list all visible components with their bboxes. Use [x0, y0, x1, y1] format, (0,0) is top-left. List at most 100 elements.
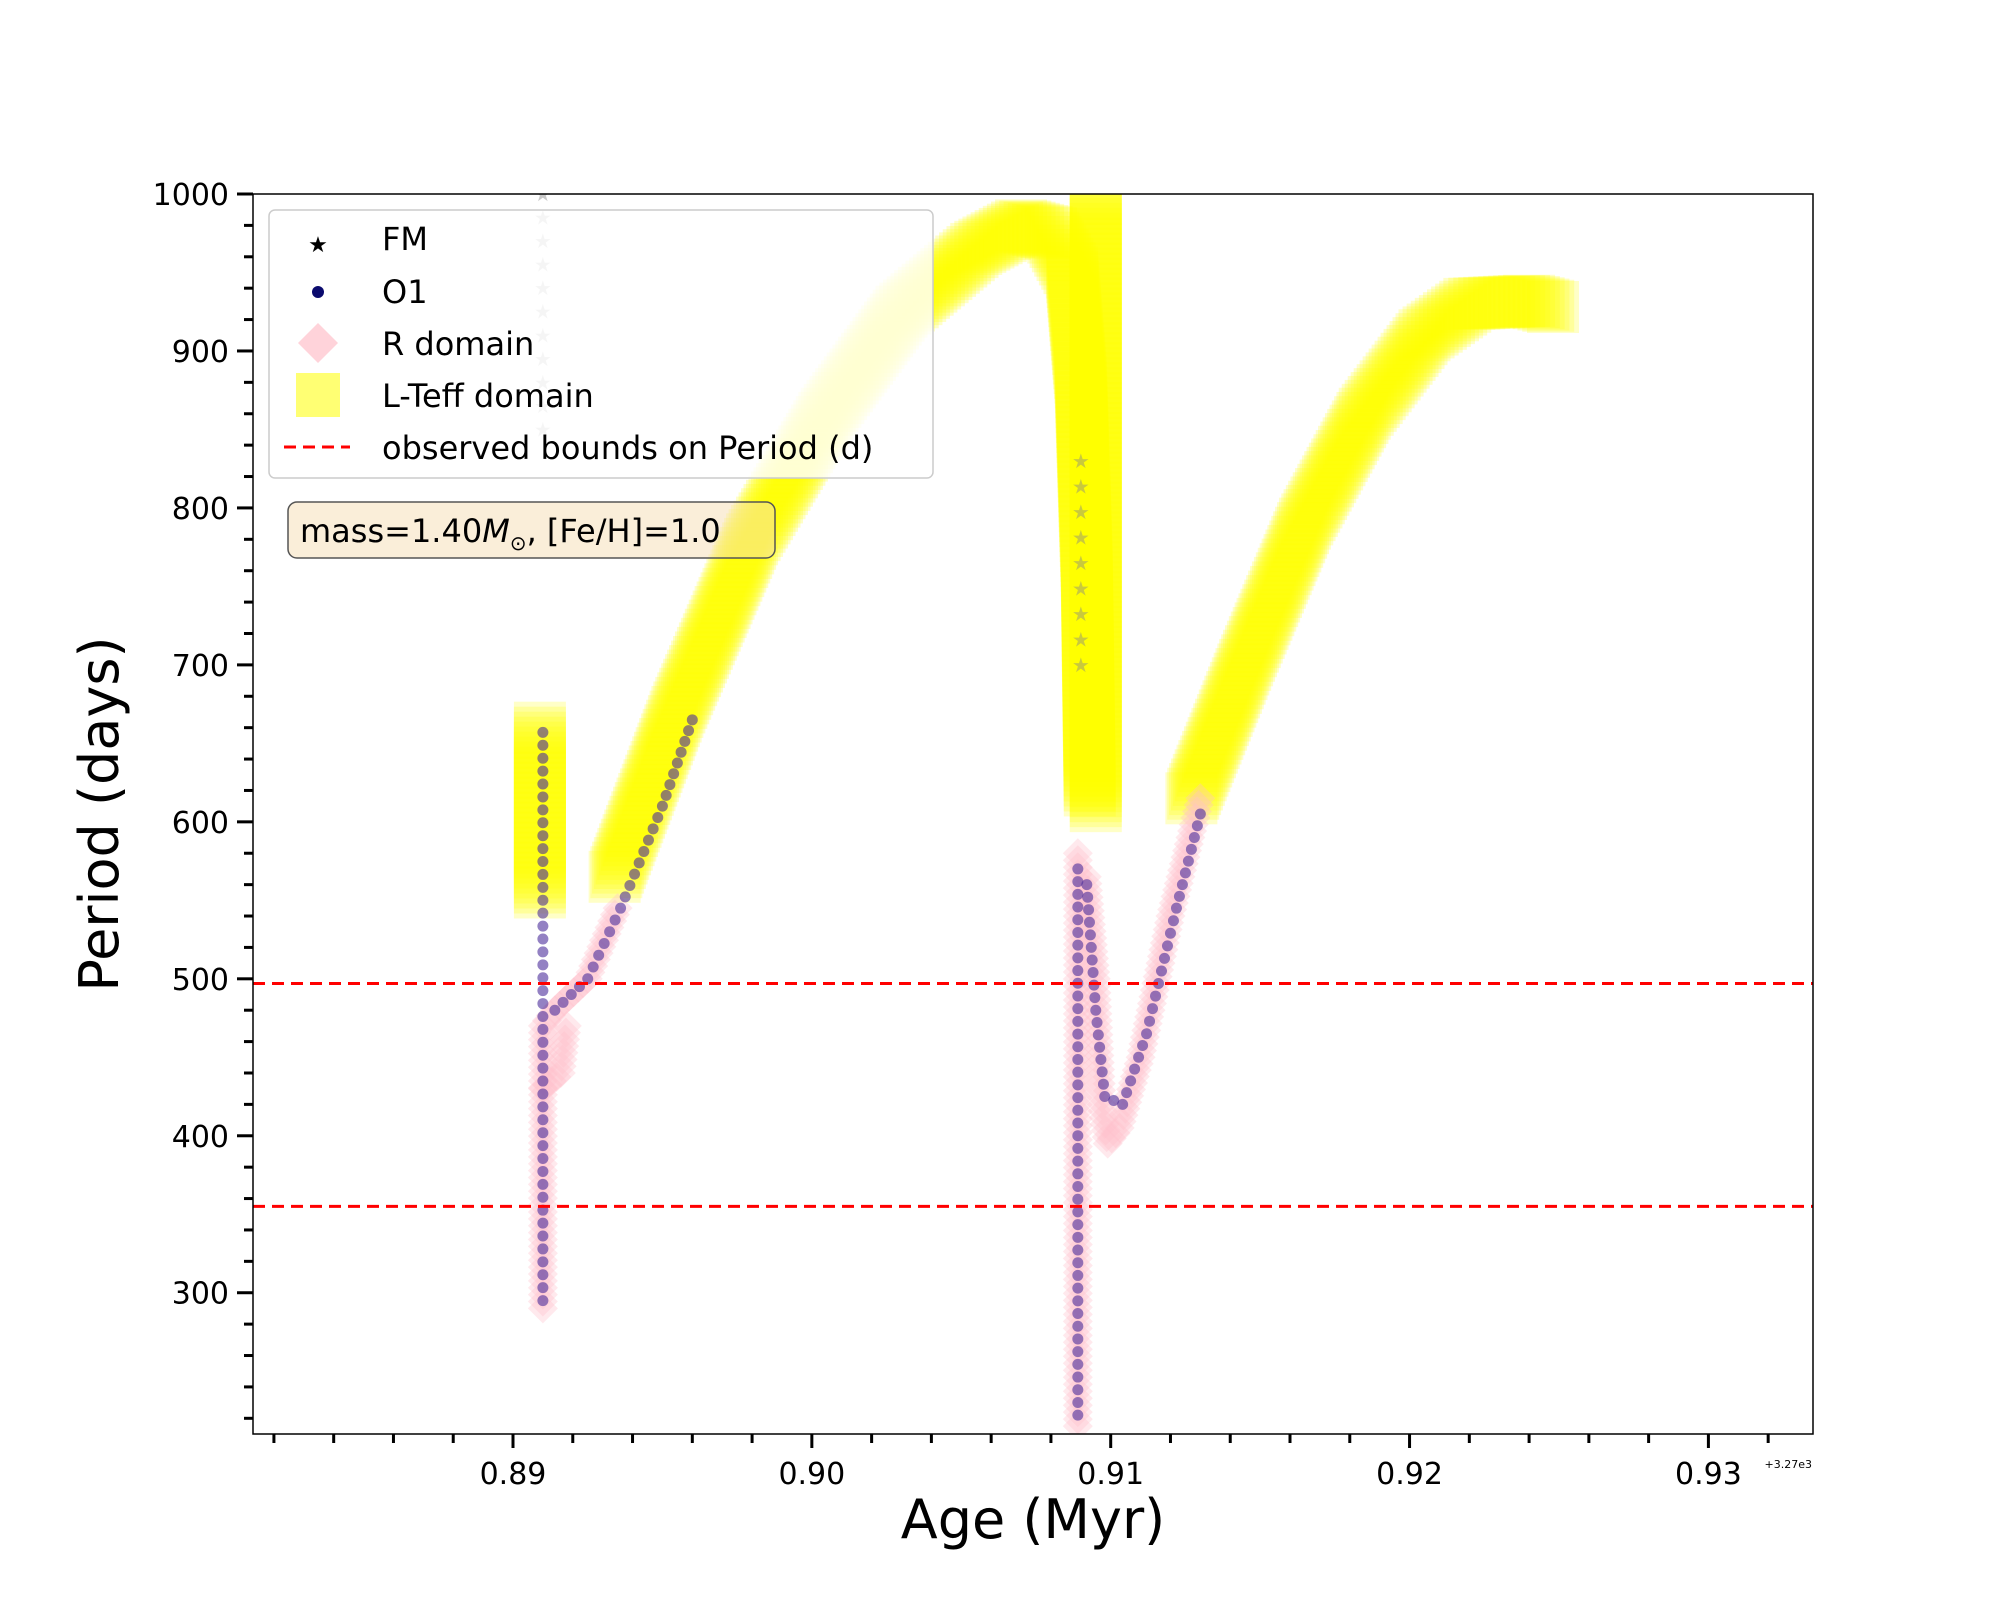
l-teff-square	[1204, 675, 1257, 728]
o1-point	[1097, 1078, 1109, 1090]
l-teff-square	[1056, 415, 1109, 468]
o1-point	[675, 746, 687, 758]
o1-point	[633, 857, 645, 869]
o1-point	[1072, 1269, 1084, 1281]
l-teff-square	[1069, 730, 1122, 783]
l-teff-square	[665, 654, 718, 707]
l-teff-square	[1517, 278, 1570, 331]
x-axis-offset-label: +3.27e3	[1765, 1458, 1812, 1471]
fm-star: ★	[1072, 551, 1090, 575]
l-teff-square	[1057, 455, 1110, 508]
r-domain-diamond	[550, 1017, 581, 1048]
l-teff-square	[1250, 565, 1303, 618]
o1-point	[652, 811, 664, 823]
l-teff-square	[1054, 356, 1107, 409]
o1-point	[537, 765, 549, 777]
o1-point	[1072, 1257, 1084, 1269]
o1-point	[1125, 1075, 1137, 1087]
o1-point	[549, 1004, 561, 1016]
o1-point	[1090, 1004, 1102, 1016]
l-teff-square	[1060, 559, 1113, 612]
l-teff-square	[1069, 194, 1122, 245]
l-teff-square	[1049, 294, 1102, 347]
l-teff-square	[1368, 348, 1421, 401]
l-teff-square	[1050, 303, 1103, 356]
l-teff-square	[1062, 649, 1115, 702]
x-tick-label: 0.89	[480, 1457, 547, 1492]
l-teff-square	[680, 617, 733, 670]
l-teff-square	[1414, 297, 1467, 350]
l-teff-square	[1069, 536, 1122, 589]
o1-point	[1185, 843, 1197, 855]
r-domain-diamond	[1108, 1100, 1139, 1131]
r-domain-diamond	[1096, 1123, 1127, 1154]
y-tick-label: 800	[172, 492, 229, 527]
l-teff-square	[1427, 289, 1480, 342]
l-teff-square	[1341, 383, 1394, 436]
o1-point	[537, 1062, 549, 1074]
l-teff-square	[1069, 382, 1122, 435]
l-teff-square	[1069, 615, 1122, 668]
l-teff-square	[1507, 275, 1560, 328]
l-teff-square	[970, 212, 1023, 265]
l-teff-square	[1215, 648, 1268, 701]
l-teff-square	[706, 558, 759, 611]
l-teff-square	[1069, 377, 1122, 430]
l-teff-square	[1193, 703, 1246, 756]
o1-point	[537, 1217, 549, 1229]
l-teff-square	[1056, 400, 1109, 453]
l-teff-square	[1406, 303, 1459, 356]
l-teff-square	[1069, 466, 1122, 519]
l-teff-square	[1353, 368, 1406, 421]
l-teff-square	[1069, 720, 1122, 773]
l-teff-square	[1478, 276, 1531, 329]
o1-point	[664, 779, 676, 791]
l-teff-square	[669, 645, 722, 698]
o1-point	[1188, 832, 1200, 844]
o1-point	[537, 1256, 549, 1268]
l-teff-square	[946, 226, 999, 279]
l-teff-square	[1350, 372, 1403, 425]
r-domain-diamond	[527, 1176, 558, 1207]
r-domain-diamond	[527, 1072, 558, 1103]
o1-point	[1072, 1028, 1084, 1040]
l-teff-square	[1069, 750, 1122, 803]
l-teff-square	[1308, 442, 1361, 495]
l-teff-square	[1069, 436, 1122, 489]
l-teff-square	[1176, 744, 1229, 797]
l-teff-square	[1050, 308, 1103, 361]
annotation-box	[287, 501, 776, 559]
o1-point	[537, 1127, 549, 1139]
o1-point	[1072, 1371, 1084, 1383]
o1-point	[1072, 1181, 1084, 1193]
l-teff-square	[1269, 520, 1322, 573]
o1-point	[1072, 1003, 1084, 1015]
o1-point	[1170, 902, 1182, 914]
o1-point	[557, 996, 569, 1008]
o1-point	[1081, 879, 1093, 891]
o1-point	[537, 972, 549, 984]
l-teff-square	[1182, 730, 1235, 783]
l-teff-square	[1512, 277, 1565, 330]
l-teff-square	[1202, 680, 1255, 733]
l-teff-square	[1063, 739, 1116, 792]
o1-point	[1095, 1054, 1107, 1066]
o1-point	[629, 868, 641, 880]
r-domain-diamond	[1062, 838, 1093, 869]
l-teff-square	[655, 676, 708, 729]
l-teff-square	[1055, 376, 1108, 429]
o1-point	[1072, 926, 1084, 938]
l-teff-square	[1344, 379, 1397, 432]
o1-point	[537, 856, 549, 868]
r-domain-diamond	[1088, 1102, 1119, 1133]
l-teff-square	[1069, 212, 1122, 265]
l-teff-square	[1061, 594, 1114, 647]
l-teff-square	[1069, 232, 1122, 285]
l-teff-square	[1069, 411, 1122, 464]
l-teff-square	[1069, 416, 1122, 469]
l-teff-square	[1069, 620, 1122, 673]
l-teff-square	[1069, 386, 1122, 439]
o1-point	[537, 804, 549, 816]
o1-point	[1179, 867, 1191, 879]
